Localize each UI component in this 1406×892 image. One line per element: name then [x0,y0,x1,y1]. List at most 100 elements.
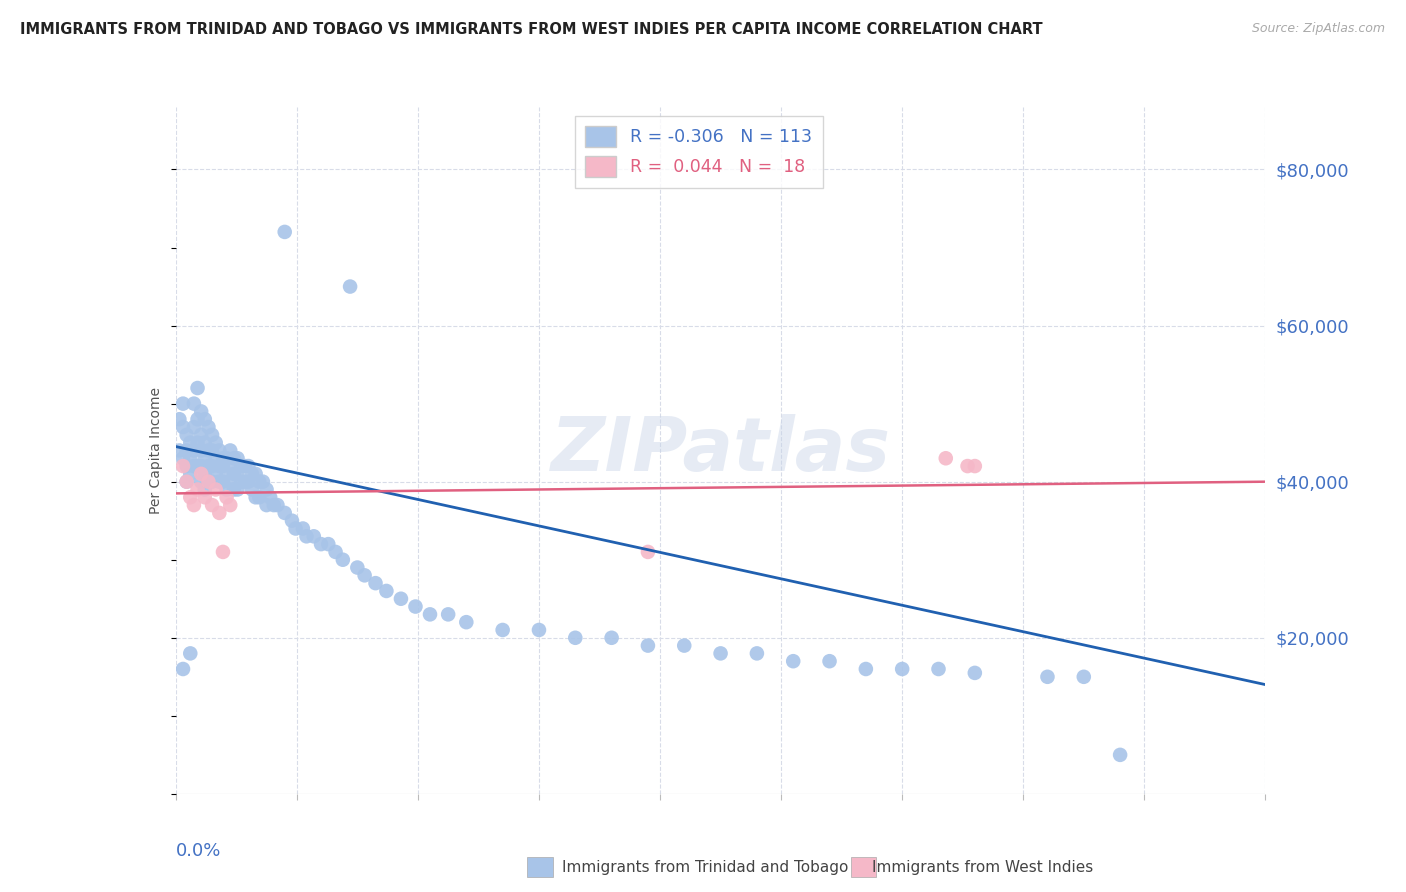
Point [1036,670,1059,684]
Point [179,435,201,450]
Point [201,498,224,512]
Point [219,443,242,458]
Point [309,537,332,551]
Point [222,483,245,497]
Point [201,475,224,489]
Point [183,420,205,434]
Point [238,475,260,489]
Point [226,451,249,466]
Y-axis label: Per Capita Income: Per Capita Income [149,387,163,514]
Point [437,607,460,622]
Point [183,458,205,473]
Point [169,412,191,426]
Point [291,521,314,535]
Point [263,498,285,512]
Point [332,552,354,567]
Point [346,560,368,574]
Point [219,475,242,489]
Point [281,514,304,528]
Point [231,458,253,473]
Point [215,490,238,504]
Point [247,490,270,504]
Point [284,521,307,535]
Point [419,607,441,622]
Point [176,475,198,489]
Point [318,537,340,551]
Point [194,483,217,497]
Point [855,662,877,676]
Point [564,631,586,645]
Point [222,467,245,481]
Point [935,451,957,466]
Text: 0.0%: 0.0% [176,842,221,860]
Point [240,467,263,481]
Point [179,490,201,504]
Point [295,529,318,543]
Point [179,467,201,481]
Point [222,451,245,466]
Point [169,443,191,458]
Point [233,475,256,489]
Text: Immigrants from Trinidad and Tobago: Immigrants from Trinidad and Tobago [562,860,849,874]
Point [186,412,209,426]
Point [256,498,278,512]
Point [197,458,219,473]
Point [1109,747,1132,762]
Point [194,451,217,466]
Point [240,483,263,497]
Text: ZIPatlas: ZIPatlas [551,414,890,487]
Point [238,458,260,473]
Point [1073,670,1095,684]
Point [197,443,219,458]
Point [492,623,515,637]
Point [891,662,914,676]
Point [745,646,768,660]
Text: Source: ZipAtlas.com: Source: ZipAtlas.com [1251,22,1385,36]
Point [231,475,253,489]
Point [190,443,212,458]
Point [204,451,226,466]
Point [600,631,623,645]
Point [212,475,235,489]
Point [179,451,201,466]
Point [197,420,219,434]
Point [219,498,242,512]
Point [201,443,224,458]
Point [190,458,212,473]
Point [172,458,194,473]
Point [325,545,347,559]
Point [194,412,217,426]
Point [186,483,209,497]
Point [963,458,986,473]
Point [233,458,256,473]
Point [183,498,205,512]
Point [186,435,209,450]
Point [190,404,212,418]
Point [259,490,281,504]
Point [928,662,950,676]
Point [208,458,231,473]
Point [176,443,198,458]
Legend: R = -0.306   N = 113, R =  0.044   N =  18: R = -0.306 N = 113, R = 0.044 N = 18 [575,116,823,187]
Point [186,458,209,473]
Point [456,615,478,630]
Point [204,467,226,481]
Point [176,427,198,442]
Point [212,458,235,473]
Point [956,458,979,473]
Point [963,665,986,680]
Point [818,654,841,668]
Text: IMMIGRANTS FROM TRINIDAD AND TOBAGO VS IMMIGRANTS FROM WEST INDIES PER CAPITA IN: IMMIGRANTS FROM TRINIDAD AND TOBAGO VS I… [20,22,1042,37]
Point [172,396,194,410]
Point [197,475,219,489]
Point [190,467,212,481]
Point [204,435,226,450]
Point [186,381,209,395]
Point [637,545,659,559]
Point [172,420,194,434]
Point [247,475,270,489]
Point [179,646,201,660]
Point [375,583,398,598]
Point [215,451,238,466]
Point [183,443,205,458]
